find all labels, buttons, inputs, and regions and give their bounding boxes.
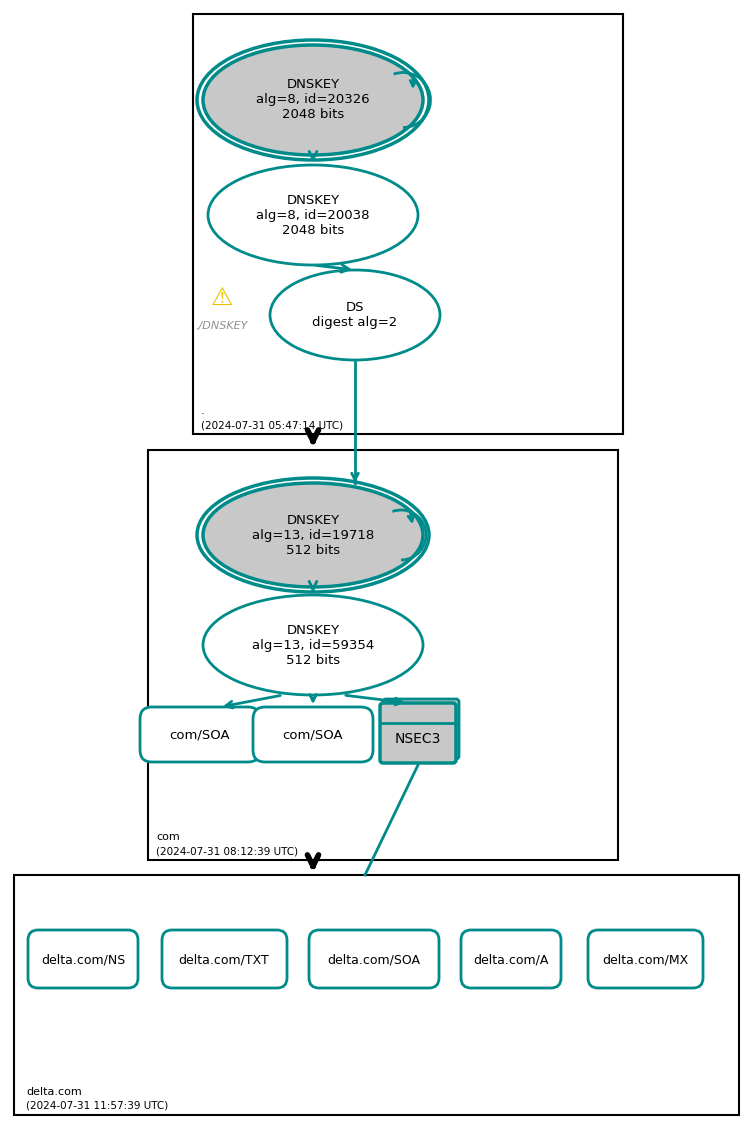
Ellipse shape [203, 483, 423, 587]
Text: DNSKEY
alg=8, id=20326
2048 bits: DNSKEY alg=8, id=20326 2048 bits [256, 79, 370, 122]
Text: DNSKEY
alg=8, id=20038
2048 bits: DNSKEY alg=8, id=20038 2048 bits [256, 194, 370, 237]
Text: delta.com/SOA: delta.com/SOA [327, 953, 420, 967]
Text: delta.com/TXT: delta.com/TXT [178, 953, 270, 967]
Text: .: . [201, 406, 204, 416]
Text: com/SOA: com/SOA [170, 729, 230, 741]
Text: (2024-07-31 11:57:39 UTC): (2024-07-31 11:57:39 UTC) [26, 1101, 169, 1111]
Text: delta.com/A: delta.com/A [473, 953, 549, 967]
Text: NSEC3: NSEC3 [395, 732, 441, 746]
Ellipse shape [270, 270, 440, 360]
Ellipse shape [203, 594, 423, 695]
FancyBboxPatch shape [162, 929, 287, 988]
FancyBboxPatch shape [28, 929, 138, 988]
Text: delta.com: delta.com [26, 1087, 82, 1098]
Text: (2024-07-31 05:47:14 UTC): (2024-07-31 05:47:14 UTC) [201, 420, 343, 430]
Text: com/SOA: com/SOA [282, 729, 343, 741]
Text: (2024-07-31 08:12:39 UTC): (2024-07-31 08:12:39 UTC) [156, 846, 298, 856]
FancyBboxPatch shape [140, 707, 260, 763]
FancyBboxPatch shape [588, 929, 703, 988]
Text: delta.com/NS: delta.com/NS [41, 953, 125, 967]
Text: delta.com/MX: delta.com/MX [602, 953, 688, 967]
FancyBboxPatch shape [253, 707, 373, 763]
Text: ./DNSKEY: ./DNSKEY [195, 321, 248, 331]
Text: com: com [156, 832, 180, 841]
Bar [14, 875, 739, 1114]
FancyBboxPatch shape [461, 929, 561, 988]
Text: DNSKEY
alg=13, id=19718
512 bits: DNSKEY alg=13, id=19718 512 bits [252, 513, 374, 556]
FancyBboxPatch shape [309, 929, 439, 988]
Ellipse shape [208, 165, 418, 265]
Text: DS
digest alg=2: DS digest alg=2 [312, 301, 398, 329]
Text: ⚠: ⚠ [210, 287, 233, 310]
Ellipse shape [203, 45, 423, 155]
Text: DNSKEY
alg=13, id=59354
512 bits: DNSKEY alg=13, id=59354 512 bits [252, 624, 374, 667]
Bar [148, 450, 618, 860]
FancyBboxPatch shape [383, 699, 459, 759]
Bar [193, 14, 623, 434]
FancyBboxPatch shape [380, 703, 456, 763]
